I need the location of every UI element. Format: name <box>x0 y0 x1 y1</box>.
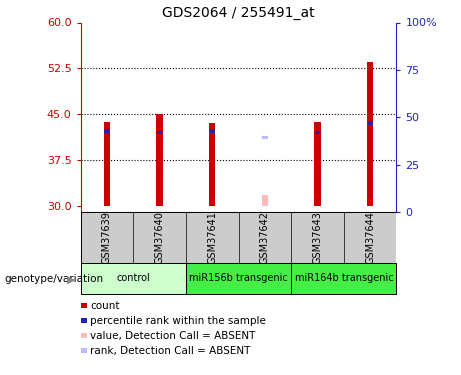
Text: GSM37642: GSM37642 <box>260 211 270 264</box>
Text: rank, Detection Call = ABSENT: rank, Detection Call = ABSENT <box>90 346 251 355</box>
Text: GSM37640: GSM37640 <box>154 211 165 264</box>
Bar <box>156 114 163 206</box>
Text: GSM37644: GSM37644 <box>365 211 375 264</box>
Bar <box>315 130 320 134</box>
Bar <box>367 62 373 206</box>
Text: control: control <box>117 273 150 284</box>
Bar <box>210 129 215 133</box>
Text: count: count <box>90 301 120 310</box>
Text: ▶: ▶ <box>67 274 76 284</box>
Bar <box>291 262 396 294</box>
Title: GDS2064 / 255491_at: GDS2064 / 255491_at <box>162 6 315 20</box>
Bar <box>367 122 373 125</box>
Bar <box>157 130 162 134</box>
Bar <box>186 262 291 294</box>
Bar <box>104 122 110 206</box>
Bar <box>209 123 215 206</box>
Bar <box>262 195 268 206</box>
Text: GSM37643: GSM37643 <box>313 211 323 264</box>
Bar <box>314 122 321 206</box>
Bar <box>104 129 110 133</box>
Bar <box>262 135 267 139</box>
Text: GSM37639: GSM37639 <box>102 211 112 264</box>
Text: GSM37641: GSM37641 <box>207 211 217 264</box>
Text: miR156b transgenic: miR156b transgenic <box>189 273 288 284</box>
Bar <box>81 262 186 294</box>
Text: percentile rank within the sample: percentile rank within the sample <box>90 316 266 326</box>
Text: value, Detection Call = ABSENT: value, Detection Call = ABSENT <box>90 331 256 340</box>
Text: genotype/variation: genotype/variation <box>5 274 104 284</box>
Text: miR164b transgenic: miR164b transgenic <box>295 273 393 284</box>
